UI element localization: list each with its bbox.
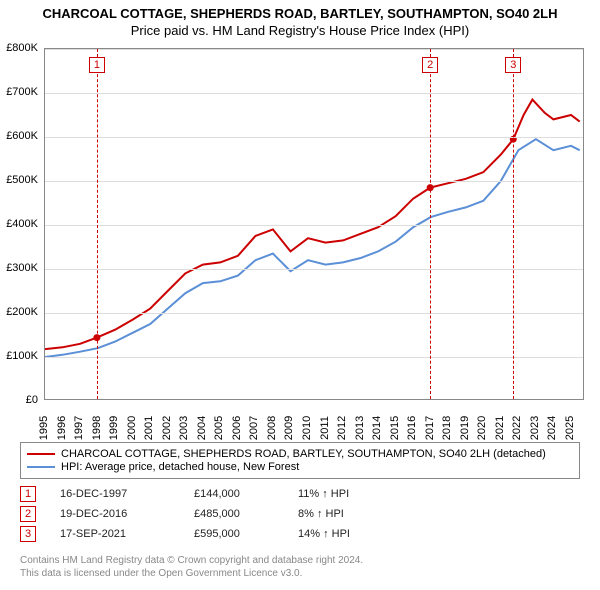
event-price: £144,000	[194, 488, 274, 500]
event-row: 3 17-SEP-2021 £595,000 14% ↑ HPI	[20, 526, 580, 542]
gridline	[45, 137, 583, 138]
gridline	[45, 357, 583, 358]
y-tick-label: £700K	[6, 86, 38, 98]
x-tick-label: 2024	[546, 416, 558, 440]
event-pct: 8% ↑ HPI	[298, 508, 388, 520]
x-tick-label: 2021	[494, 416, 506, 440]
title-block: CHARCOAL COTTAGE, SHEPHERDS ROAD, BARTLE…	[0, 0, 600, 40]
event-number-box: 1	[20, 486, 36, 502]
x-tick-label: 2025	[564, 416, 576, 440]
legend-label: CHARCOAL COTTAGE, SHEPHERDS ROAD, BARTLE…	[61, 448, 546, 460]
x-tick-label: 1998	[91, 416, 103, 440]
x-tick-label: 2014	[371, 416, 383, 440]
x-tick-label: 2006	[231, 416, 243, 440]
x-tick-label: 2011	[319, 416, 331, 440]
gridline	[45, 93, 583, 94]
gridline	[45, 181, 583, 182]
title-main: CHARCOAL COTTAGE, SHEPHERDS ROAD, BARTLE…	[8, 6, 592, 21]
footer-line2: This data is licensed under the Open Gov…	[20, 567, 580, 580]
y-axis: £0£100K£200K£300K£400K£500K£600K£700K£80…	[2, 48, 42, 400]
legend-row: CHARCOAL COTTAGE, SHEPHERDS ROAD, BARTLE…	[27, 448, 573, 460]
gridline	[45, 49, 583, 50]
y-tick-label: £400K	[6, 218, 38, 230]
event-marker-box: 3	[505, 57, 521, 73]
x-tick-label: 1996	[56, 416, 68, 440]
x-tick-label: 2000	[126, 416, 138, 440]
event-marker-line	[97, 49, 98, 399]
y-tick-label: £800K	[6, 42, 38, 54]
x-tick-label: 1995	[38, 416, 50, 440]
event-pct: 14% ↑ HPI	[298, 528, 388, 540]
x-tick-label: 2007	[248, 416, 260, 440]
title-sub: Price paid vs. HM Land Registry's House …	[8, 23, 592, 38]
y-tick-label: £500K	[6, 174, 38, 186]
event-price: £595,000	[194, 528, 274, 540]
x-tick-label: 2002	[161, 416, 173, 440]
event-row: 2 19-DEC-2016 £485,000 8% ↑ HPI	[20, 506, 580, 522]
event-row: 1 16-DEC-1997 £144,000 11% ↑ HPI	[20, 486, 580, 502]
gridline	[45, 269, 583, 270]
chart-container: CHARCOAL COTTAGE, SHEPHERDS ROAD, BARTLE…	[0, 0, 600, 590]
event-marker-line	[513, 49, 514, 399]
x-tick-label: 2022	[511, 416, 523, 440]
x-tick-label: 2020	[476, 416, 488, 440]
events-table: 1 16-DEC-1997 £144,000 11% ↑ HPI 2 19-DEC-201…	[20, 482, 580, 546]
y-tick-label: £200K	[6, 306, 38, 318]
y-tick-label: £600K	[6, 130, 38, 142]
legend-swatch	[27, 453, 55, 455]
event-number-box: 2	[20, 506, 36, 522]
x-axis: 1995199619971998199920002001200220032004…	[44, 404, 584, 444]
x-tick-label: 2001	[143, 416, 155, 440]
gridline	[45, 225, 583, 226]
event-marker-line	[430, 49, 431, 399]
event-date: 17-SEP-2021	[60, 528, 170, 540]
x-tick-label: 2017	[424, 416, 436, 440]
x-tick-label: 1997	[73, 416, 85, 440]
x-tick-label: 2008	[266, 416, 278, 440]
legend: CHARCOAL COTTAGE, SHEPHERDS ROAD, BARTLE…	[20, 442, 580, 479]
y-tick-label: £0	[26, 394, 38, 406]
x-tick-label: 2010	[301, 416, 313, 440]
x-tick-label: 2013	[354, 416, 366, 440]
gridline	[45, 313, 583, 314]
x-tick-label: 1999	[108, 416, 120, 440]
x-tick-label: 2004	[196, 416, 208, 440]
event-marker-box: 2	[422, 57, 438, 73]
x-tick-label: 2012	[336, 416, 348, 440]
x-tick-label: 2019	[459, 416, 471, 440]
x-tick-label: 2009	[283, 416, 295, 440]
plot-area: 1 2 3	[44, 48, 584, 400]
event-date: 16-DEC-1997	[60, 488, 170, 500]
footer-line1: Contains HM Land Registry data © Crown c…	[20, 554, 580, 567]
event-number-box: 3	[20, 526, 36, 542]
event-price: £485,000	[194, 508, 274, 520]
y-tick-label: £300K	[6, 262, 38, 274]
x-tick-label: 2003	[178, 416, 190, 440]
x-tick-label: 2023	[529, 416, 541, 440]
footer: Contains HM Land Registry data © Crown c…	[20, 554, 580, 580]
y-tick-label: £100K	[6, 350, 38, 362]
legend-swatch	[27, 466, 55, 468]
x-tick-label: 2005	[213, 416, 225, 440]
x-tick-label: 2016	[406, 416, 418, 440]
event-pct: 11% ↑ HPI	[298, 488, 388, 500]
event-marker-box: 1	[89, 57, 105, 73]
legend-label: HPI: Average price, detached house, New …	[61, 461, 299, 473]
legend-row: HPI: Average price, detached house, New …	[27, 461, 573, 473]
event-date: 19-DEC-2016	[60, 508, 170, 520]
x-tick-label: 2018	[441, 416, 453, 440]
x-tick-label: 2015	[389, 416, 401, 440]
